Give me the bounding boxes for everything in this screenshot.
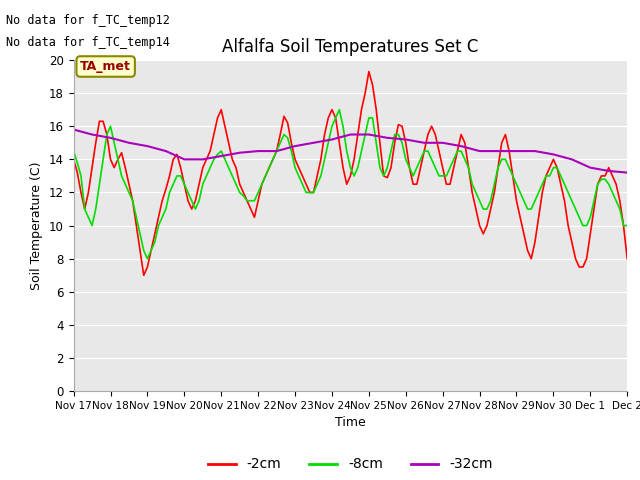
Title: Alfalfa Soil Temperatures Set C: Alfalfa Soil Temperatures Set C — [222, 37, 479, 56]
X-axis label: Time: Time — [335, 417, 366, 430]
Text: No data for f_TC_temp12: No data for f_TC_temp12 — [6, 14, 170, 27]
Y-axis label: Soil Temperature (C): Soil Temperature (C) — [30, 161, 44, 290]
Text: TA_met: TA_met — [80, 60, 131, 73]
Text: No data for f_TC_temp14: No data for f_TC_temp14 — [6, 36, 170, 49]
Legend: -2cm, -8cm, -32cm: -2cm, -8cm, -32cm — [202, 452, 499, 477]
